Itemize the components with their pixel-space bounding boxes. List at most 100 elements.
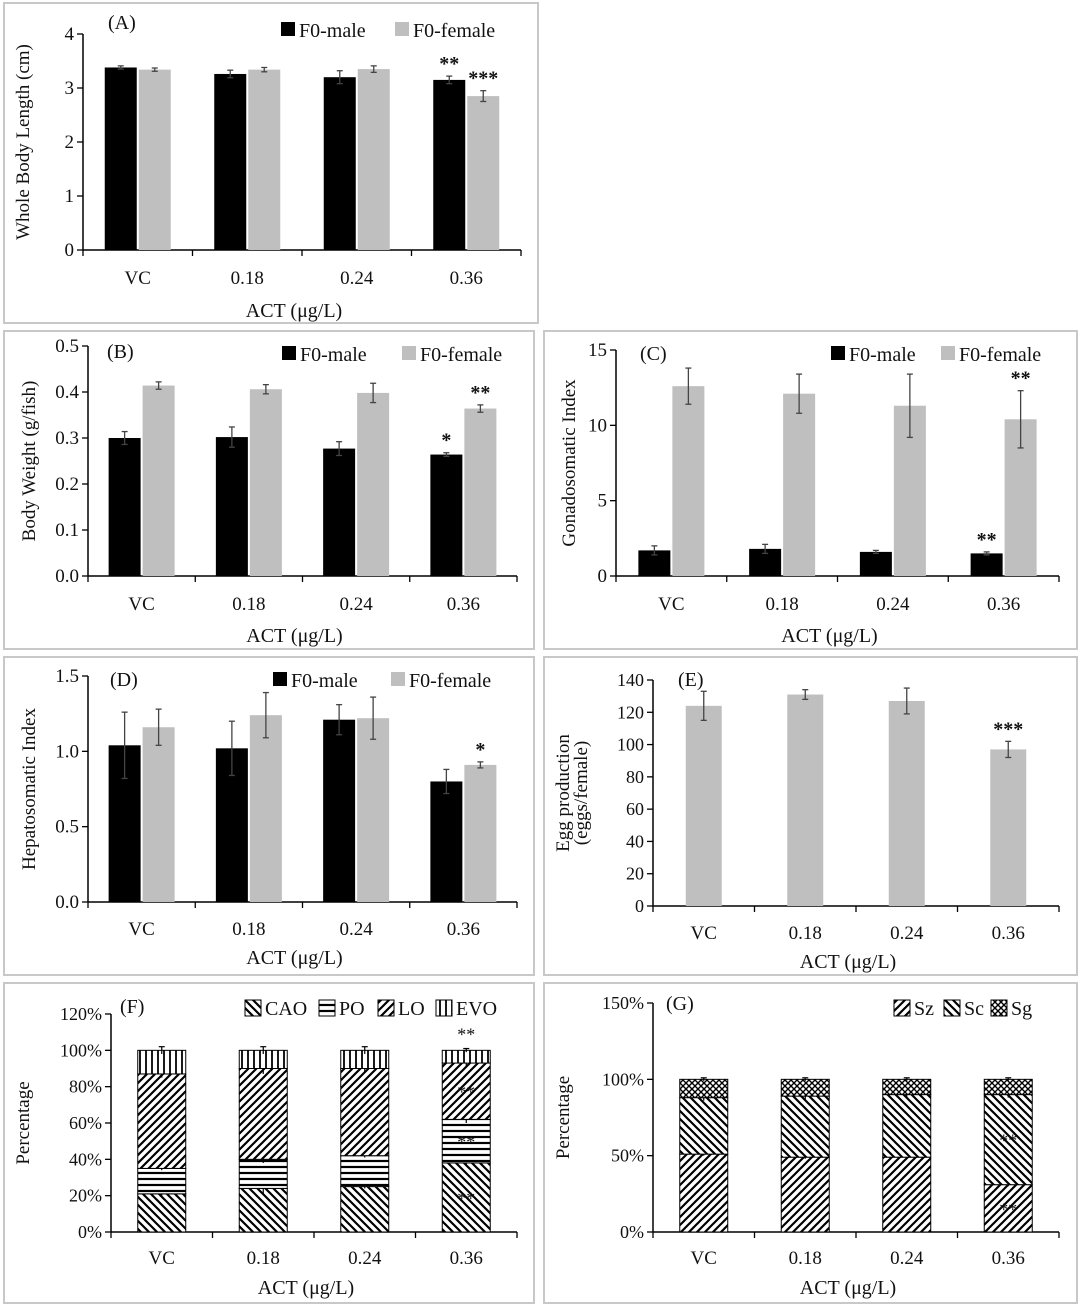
chart-g-legend-label: Sz <box>914 998 934 1020</box>
chart-d-legend-label: F0-female <box>409 670 491 692</box>
chart-f-stack-segment <box>441 1162 491 1233</box>
chart-e-y-tick-label: 60 <box>626 799 644 819</box>
chart-b-y-tick-label: 0.5 <box>55 336 79 357</box>
chart-c-y-tick-label: 15 <box>588 340 607 361</box>
chart-f-stack-segment <box>137 1193 187 1233</box>
chart-panel-g: 0% 50% 100% 150% VC 0.18 0.24 0.36 ACT (μg/L) Per… <box>543 982 1078 1304</box>
chart-f-y-tick-label: 20% <box>69 1186 102 1206</box>
chart-b-bar <box>357 392 390 576</box>
chart-c-x-label: ACT (μg/L) <box>781 625 877 647</box>
chart-a-bar <box>214 73 247 251</box>
chart-g-legend-swatch <box>943 999 961 1017</box>
chart-f-stack-segment <box>137 1167 187 1195</box>
chart-f-x-tick-label: VC <box>149 1248 175 1269</box>
chart-a-y-tick-label: 2 <box>65 132 75 153</box>
chart-e-x-tick-label: 0.18 <box>789 923 822 944</box>
chart-b-y-tick-label: 0.4 <box>55 382 79 403</box>
chart-a-x-tick-label: VC <box>125 268 151 289</box>
chart-d-x-tick-label: 0.36 <box>447 919 480 940</box>
chart-g-stack-segment <box>983 1078 1033 1096</box>
chart-b-x-tick-label: 0.36 <box>447 594 480 615</box>
chart-c-x-tick-label: 0.24 <box>876 594 910 615</box>
chart-f-stack-segment <box>340 1186 390 1233</box>
chart-a-y-tick-label: 0 <box>65 240 75 261</box>
chart-f-significance-label: ** <box>457 1188 475 1208</box>
chart-g-y-tick-label: 150% <box>602 993 644 1013</box>
chart-g-legend-label: Sc <box>964 998 984 1020</box>
chart-a-significance-label: *** <box>468 68 498 90</box>
chart-g-stack-segment <box>882 1156 932 1233</box>
chart-b-bar <box>108 438 141 576</box>
chart-f-x-tick-label: 0.24 <box>348 1248 382 1269</box>
chart-e-x-tick-label: 0.24 <box>890 923 924 944</box>
chart-d-y-tick-label: 1.5 <box>55 666 79 687</box>
chart-g-x-label: ACT (μg/L) <box>800 1277 896 1299</box>
chart-f-y-tick-label: 0% <box>78 1222 102 1242</box>
chart-c-x-tick-label: 0.18 <box>766 594 799 615</box>
chart-panel-b: 0.0 0.1 0.2 0.3 0.4 0.5 VC 0.18 0.24 0.36 ACT (μg/… <box>3 330 535 650</box>
chart-g-stack-segment <box>882 1094 932 1158</box>
chart-e-y-label: Egg production <box>553 734 574 852</box>
chart-c-y-tick-label: 5 <box>598 491 608 512</box>
chart-d-significance-label: * <box>475 739 485 761</box>
chart-f-y-tick-label: 100% <box>60 1040 102 1060</box>
chart-a-x-label: ACT (μg/L) <box>246 300 342 322</box>
chart-panel-a: 0 1 2 3 4 VC 0.18 0.24 0.36 ACT (μg/L) Whole Body … <box>3 2 539 324</box>
chart-f-significance-label: ** <box>457 1025 475 1045</box>
chart-c-significance-label: ** <box>1011 368 1031 390</box>
chart-f-legend-swatch <box>435 999 453 1017</box>
chart-c-y-tick-label: 10 <box>588 415 607 436</box>
chart-c-legend-label: F0-female <box>959 344 1041 366</box>
chart-panel-c: 0 5 10 15 VC 0.18 0.24 0.36 ACT (μg/L) Gonadosoma… <box>543 330 1078 650</box>
chart-c-x-tick-label: VC <box>658 594 684 615</box>
chart-d-x-label: ACT (μg/L) <box>246 947 342 969</box>
chart-b-legend-swatch <box>402 346 416 360</box>
chart-a-significance-label: ** <box>439 53 459 75</box>
chart-d-bar <box>357 718 390 902</box>
chart-a-legend-swatch <box>395 22 409 36</box>
chart-b-y-tick-label: 0.3 <box>55 428 79 449</box>
chart-g-x-tick-label: 0.18 <box>789 1248 822 1269</box>
chart-panel-f: 0% 20% 40% 60% 80% 100% 120% VC 0.18 0.24 0.36 ACT … <box>3 982 535 1304</box>
chart-g-legend-label: Sg <box>1011 998 1032 1020</box>
chart-a-bar <box>357 69 390 250</box>
chart-g-svg: 0% 50% 100% 150% VC 0.18 0.24 0.36 ACT (μg/L) Per… <box>553 993 1060 1299</box>
chart-g-stack-segment <box>983 1094 1033 1186</box>
chart-c-legend-label: F0-male <box>849 344 916 366</box>
chart-e-bar <box>990 749 1027 906</box>
chart-d-x-tick-label: 0.24 <box>340 919 374 940</box>
chart-c-y-label: Gonadosomatic Index <box>559 379 580 547</box>
chart-b-bar <box>323 448 356 576</box>
chart-c-significance-label: ** <box>977 529 997 551</box>
chart-g-stack-segment <box>983 1184 1033 1233</box>
chart-e-y-tick-label: 120 <box>617 702 644 722</box>
chart-a-bar <box>104 67 137 250</box>
chart-d-y-label: Hepatosomatic Index <box>19 708 40 870</box>
chart-a-svg: 0 1 2 3 4 VC 0.18 0.24 0.36 ACT (μg/L) Whole Body … <box>13 12 522 322</box>
chart-a-y-tick-label: 3 <box>65 78 75 99</box>
chart-d-bar <box>430 781 463 902</box>
chart-f-legend-label: LO <box>398 998 425 1020</box>
chart-panel-e: 0 20 40 60 80 100 120 140 VC 0.18 0.24 0.36 ACT (μg/… <box>543 656 1078 976</box>
chart-c-x-tick-label: 0.36 <box>987 594 1020 615</box>
chart-d-y-tick-label: 1.0 <box>55 741 79 762</box>
chart-g-significance-label: ** <box>999 1131 1017 1151</box>
chart-e-y-tick-label: 20 <box>626 864 644 884</box>
chart-e-title: (E) <box>678 669 704 691</box>
chart-a-legend-label: F0-female <box>413 20 495 42</box>
chart-g-stack-segment <box>780 1095 830 1158</box>
chart-f-y-tick-label: 60% <box>69 1113 102 1133</box>
chart-c-bar <box>672 386 705 576</box>
chart-b-legend-swatch <box>282 346 296 360</box>
chart-b-svg: 0.0 0.1 0.2 0.3 0.4 0.5 VC 0.18 0.24 0.36 ACT (μg/… <box>19 336 518 647</box>
chart-b-y-tick-label: 0.1 <box>55 520 79 541</box>
chart-f-significance-label: ** <box>457 1082 475 1102</box>
chart-f-legend-label: PO <box>339 998 365 1020</box>
chart-c-legend-swatch <box>941 346 955 360</box>
chart-f-y-tick-label: 40% <box>69 1149 102 1169</box>
chart-g-legend-swatch <box>893 999 911 1017</box>
chart-a-y-tick-label: 4 <box>65 24 75 45</box>
chart-f-y-tick-label: 120% <box>60 1004 102 1024</box>
chart-f-svg: 0% 20% 40% 60% 80% 100% 120% VC 0.18 0.24 0.36 ACT … <box>13 996 518 1299</box>
chart-e-x-tick-label: VC <box>691 923 717 944</box>
